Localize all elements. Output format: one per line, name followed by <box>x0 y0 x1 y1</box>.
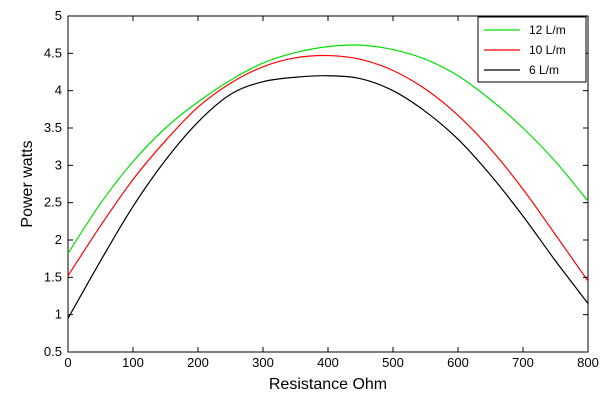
x-tick-label: 300 <box>252 355 274 370</box>
y-tick-label: 1 <box>55 307 62 322</box>
legend-label-0: 12 L/m <box>529 23 566 37</box>
y-tick-label: 0.5 <box>44 344 62 359</box>
y-tick-label: 5 <box>55 8 62 23</box>
y-tick-label: 2.5 <box>44 195 62 210</box>
x-tick-label: 200 <box>187 355 209 370</box>
x-axis-ticks: 0 100 200 300 400 500 600 700 800 <box>64 16 599 370</box>
legend-label-1: 10 L/m <box>529 43 566 57</box>
x-tick-label: 600 <box>447 355 469 370</box>
y-tick-label: 4 <box>55 83 62 98</box>
y-axis-ticks: 0.5 1 1.5 2 2.5 3 3.5 4 4.5 5 <box>44 8 588 359</box>
y-tick-label: 3.5 <box>44 120 62 135</box>
y-tick-label: 2 <box>55 232 62 247</box>
x-tick-label: 400 <box>317 355 339 370</box>
series-layer <box>67 44 589 319</box>
legend: 12 L/m 10 L/m 6 L/m <box>477 16 587 83</box>
x-tick-label: 0 <box>64 355 71 370</box>
y-tick-label: 4.5 <box>44 45 62 60</box>
x-axis-title: Resistance Ohm <box>269 376 387 393</box>
y-tick-label: 1.5 <box>44 269 62 284</box>
x-tick-label: 500 <box>382 355 404 370</box>
y-tick-label: 3 <box>55 157 62 172</box>
y-axis-title: Power watts <box>19 140 36 227</box>
series-line-1 <box>67 54 589 282</box>
series-line-2 <box>67 75 589 319</box>
x-tick-label: 100 <box>122 355 144 370</box>
x-tick-label: 800 <box>577 355 599 370</box>
legend-label-2: 6 L/m <box>529 63 559 77</box>
x-tick-label: 700 <box>512 355 534 370</box>
series-line-0 <box>67 44 589 254</box>
